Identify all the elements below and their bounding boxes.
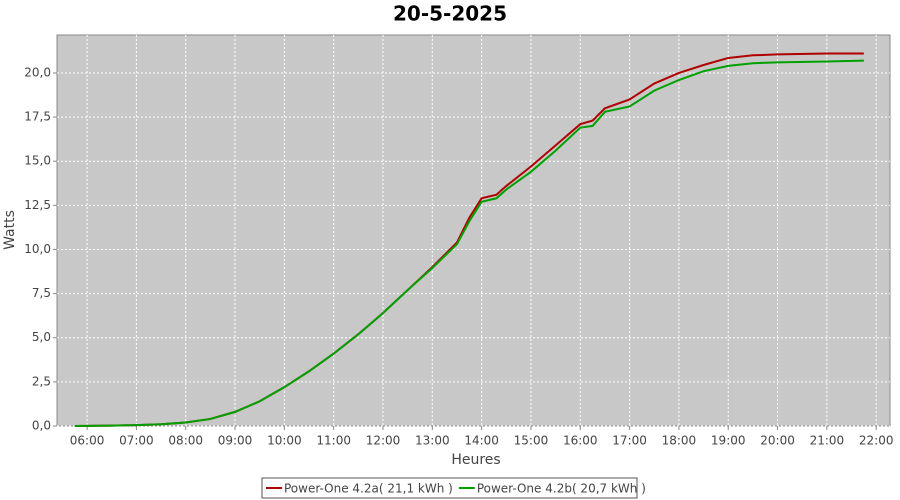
x-tick-label: 15:00 (514, 434, 549, 448)
x-tick-label: 16:00 (563, 434, 598, 448)
y-tick-label: 17,5 (24, 110, 51, 124)
x-tick-label: 20:00 (760, 434, 795, 448)
x-tick-label: 08:00 (168, 434, 203, 448)
x-tick-label: 17:00 (612, 434, 647, 448)
y-tick-label: 7,5 (32, 286, 51, 300)
x-tick-label: 14:00 (464, 434, 499, 448)
y-axis-label: Watts (2, 210, 18, 250)
legend-label: Power-One 4.2b( 20,7 kWh ) (477, 482, 646, 496)
x-tick-label: 06:00 (70, 434, 105, 448)
legend-label: Power-One 4.2a( 21,1 kWh ) (284, 482, 453, 496)
y-tick-label: 10,0 (24, 242, 51, 256)
x-tick-label: 07:00 (119, 434, 154, 448)
y-tick-label: 0,0 (32, 419, 51, 433)
y-tick-label: 15,0 (24, 154, 51, 168)
series-line (74, 59, 864, 427)
x-tick-label: 09:00 (218, 434, 253, 448)
plot-area (56, 34, 891, 427)
x-tick-label: 12:00 (366, 434, 401, 448)
y-tick-label: 12,5 (24, 198, 51, 212)
x-tick-label: 19:00 (711, 434, 746, 448)
x-tick-label: 11:00 (316, 434, 351, 448)
x-tick-label: 10:00 (267, 434, 302, 448)
x-tick-label: 18:00 (662, 434, 697, 448)
legend-box (261, 477, 638, 499)
x-tick-label: 13:00 (415, 434, 450, 448)
x-axis-label: Heures (451, 452, 500, 468)
y-tick-label: 2,5 (32, 374, 51, 388)
x-tick-label: 21:00 (810, 434, 845, 448)
y-tick-label: 20,0 (24, 65, 51, 79)
y-tick-label: 5,0 (32, 330, 51, 344)
x-tick-label: 22:00 (859, 434, 894, 448)
chart-title: 20-5-2025 (393, 2, 507, 26)
